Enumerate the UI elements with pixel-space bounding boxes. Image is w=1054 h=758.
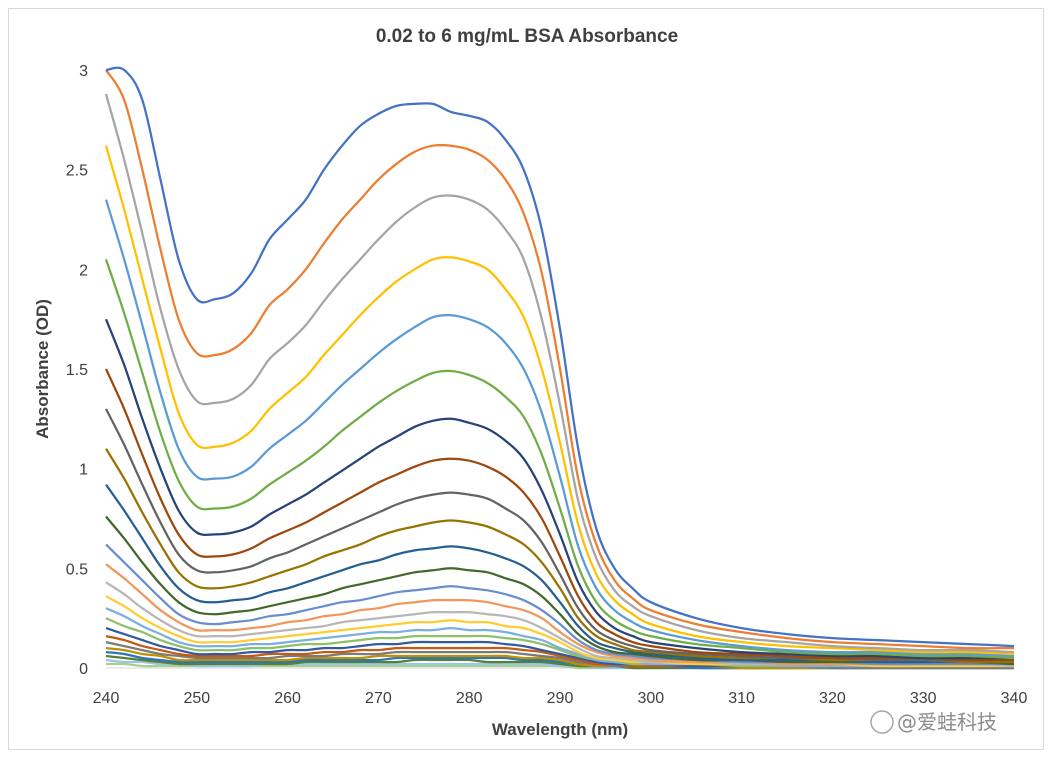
- y-tick-label: 0.5: [66, 561, 88, 578]
- x-tick-label: 330: [910, 690, 937, 707]
- series-line-1: [105, 66, 1015, 648]
- series-layer: [104, 66, 1015, 670]
- watermark-logo-icon: [870, 710, 894, 734]
- series-line-10: [105, 448, 1015, 664]
- x-tick-label: 260: [274, 690, 301, 707]
- x-axis-title: Wavelength (nm): [492, 720, 628, 739]
- series-line-22: [105, 646, 1014, 670]
- x-axis-ticks: 240 250 260 270 280 290 300 310 320 330 340: [93, 690, 1028, 707]
- y-axis-ticks: 0 0.5 1 1.5 2 2.5 3: [66, 63, 88, 678]
- series-line-5: [104, 199, 1015, 658]
- x-tick-label: 300: [637, 690, 664, 707]
- series-line-6: [104, 259, 1015, 660]
- series-line-3: [104, 93, 1015, 654]
- x-tick-label: 250: [183, 690, 210, 707]
- x-tick-label: 290: [547, 690, 574, 707]
- x-tick-label: 320: [819, 690, 846, 707]
- series-line-4: [104, 145, 1015, 656]
- y-axis-title: Absorbance (OD): [33, 299, 52, 439]
- series-line-2: [105, 69, 1015, 650]
- series-line-13: [105, 543, 1014, 666]
- series-line-7: [104, 318, 1014, 660]
- x-tick-label: 270: [365, 690, 392, 707]
- series-line-15: [105, 581, 1015, 668]
- x-tick-label: 340: [1001, 690, 1028, 707]
- y-tick-label: 2: [79, 262, 88, 279]
- y-tick-label: 1.5: [66, 362, 88, 379]
- watermark: @爱蛙科技: [870, 710, 997, 734]
- chart-title: 0.02 to 6 mg/mL BSA Absorbance: [376, 26, 678, 47]
- chart-frame: 0.02 to 6 mg/mL BSA Absorbance 0 0.5 1 1.5 2…: [8, 8, 1044, 750]
- y-tick-label: 2.5: [66, 163, 88, 180]
- series-line-9: [104, 408, 1014, 662]
- y-tick-label: 3: [79, 63, 88, 80]
- y-tick-label: 0: [79, 661, 88, 678]
- x-tick-label: 240: [93, 690, 120, 707]
- series-line-11: [105, 483, 1014, 664]
- x-tick-label: 280: [456, 690, 483, 707]
- x-tick-label: 310: [728, 690, 755, 707]
- watermark-text: @爱蛙科技: [897, 710, 997, 734]
- series-line-18: [105, 617, 1014, 668]
- chart-canvas: 0.02 to 6 mg/mL BSA Absorbance 0 0.5 1 1.5 2…: [33, 26, 1028, 739]
- y-tick-label: 1: [79, 462, 88, 479]
- series-line-8: [104, 368, 1015, 662]
